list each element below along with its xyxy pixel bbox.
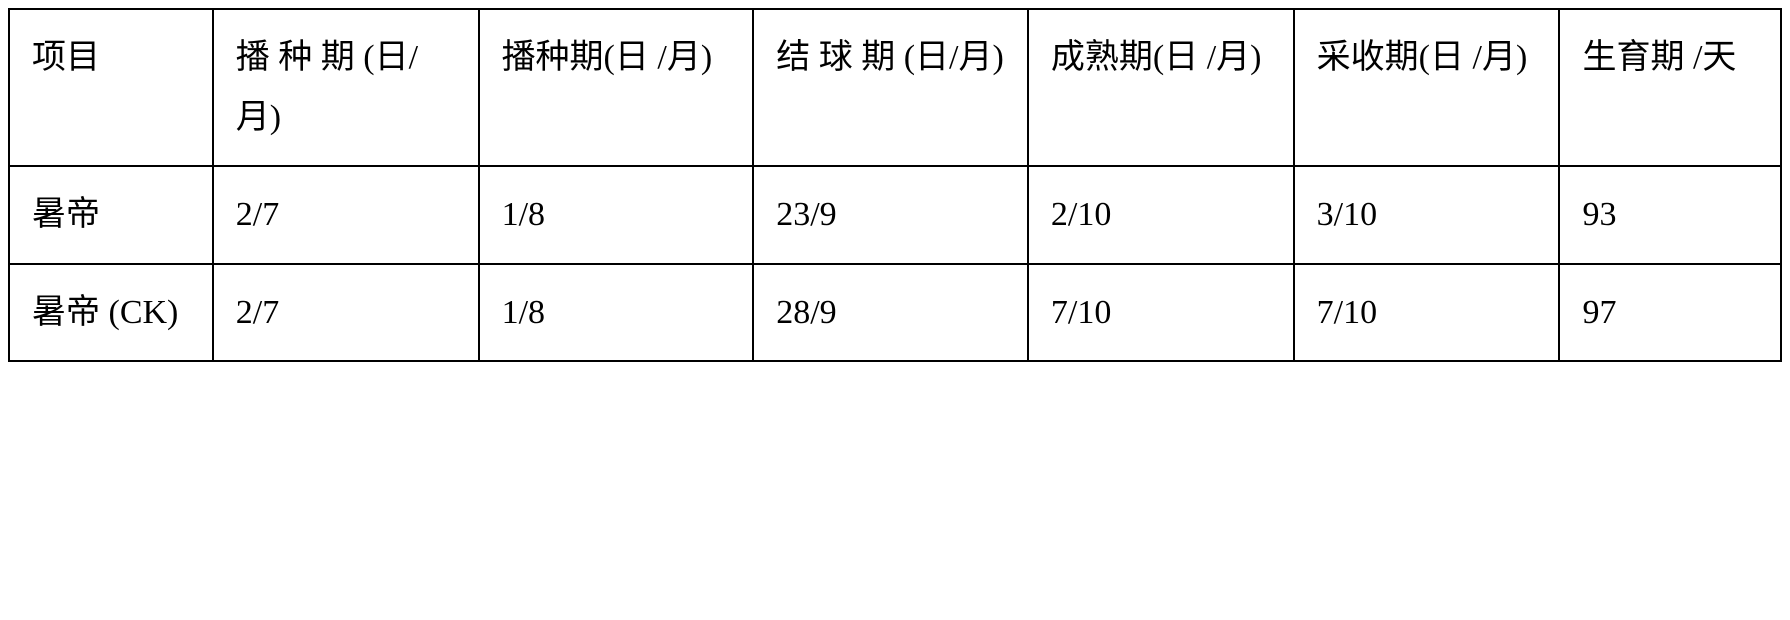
cell-value: 97: [1559, 264, 1781, 362]
col-header-heading: 结 球 期 (日/月): [753, 9, 1028, 166]
cell-value: 7/10: [1028, 264, 1294, 362]
data-table: 项目 播 种 期 (日/月) 播种期(日 /月) 结 球 期 (日/月) 成熟期…: [8, 8, 1782, 362]
cell-value: 2/10: [1028, 166, 1294, 264]
cell-value: 1/8: [479, 166, 754, 264]
cell-value: 7/10: [1294, 264, 1560, 362]
table-header-row: 项目 播 种 期 (日/月) 播种期(日 /月) 结 球 期 (日/月) 成熟期…: [9, 9, 1781, 166]
col-header-harvest: 采收期(日 /月): [1294, 9, 1560, 166]
table-row: 暑帝 (CK) 2/7 1/8 28/9 7/10 7/10 97: [9, 264, 1781, 362]
table-row: 暑帝 2/7 1/8 23/9 2/10 3/10 93: [9, 166, 1781, 264]
cell-value: 93: [1559, 166, 1781, 264]
cell-item: 暑帝: [9, 166, 213, 264]
col-header-sowing-2: 播种期(日 /月): [479, 9, 754, 166]
cell-value: 2/7: [213, 264, 479, 362]
col-header-growth-period: 生育期 /天: [1559, 9, 1781, 166]
cell-value: 1/8: [479, 264, 754, 362]
cell-value: 23/9: [753, 166, 1028, 264]
col-header-maturity: 成熟期(日 /月): [1028, 9, 1294, 166]
cell-value: 3/10: [1294, 166, 1560, 264]
col-header-sowing-1: 播 种 期 (日/月): [213, 9, 479, 166]
cell-value: 2/7: [213, 166, 479, 264]
cell-item: 暑帝 (CK): [9, 264, 213, 362]
cell-value: 28/9: [753, 264, 1028, 362]
col-header-item: 项目: [9, 9, 213, 166]
